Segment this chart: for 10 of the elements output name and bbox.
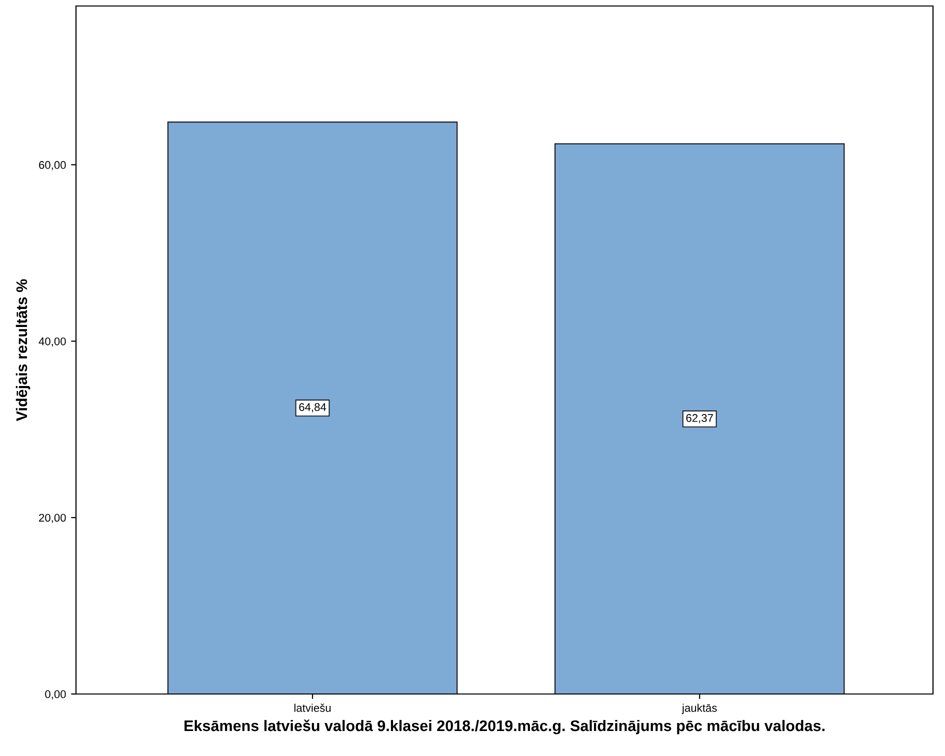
y-axis-title: Vidējais rezultāts % <box>16 279 30 422</box>
x-tick-label: latviešu <box>294 704 331 712</box>
x-tick-label: jauktās <box>682 704 717 714</box>
y-tick-label: 60,00 <box>39 161 66 170</box>
x-axis-title: Eksāmens latviešu valodā 9.klasei 2018./2019.māc.g. Salīdzinājums pēc mācību valodas. <box>184 720 824 734</box>
y-tick-label: 20,00 <box>39 514 66 524</box>
y-tick-label: 0,00 <box>45 690 66 700</box>
data-label: 64,84 <box>299 403 326 412</box>
y-tick-label: 40,00 <box>38 337 66 347</box>
data-label: 62,37 <box>686 414 713 424</box>
